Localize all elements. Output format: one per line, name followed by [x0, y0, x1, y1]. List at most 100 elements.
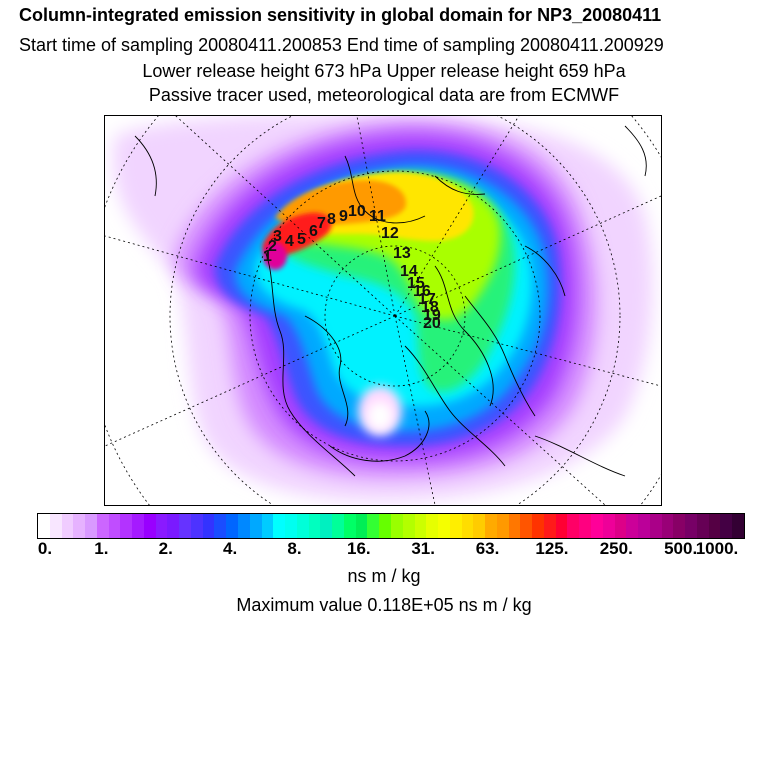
point-label: 1 — [263, 248, 272, 265]
colorbar-segment — [190, 514, 203, 538]
colorbar-segment — [332, 514, 344, 538]
colorbar-segment — [414, 514, 427, 538]
colorbar — [37, 513, 745, 539]
colorbar-segment — [567, 514, 580, 538]
colorbar-segment — [238, 514, 250, 538]
colorbar-tick-label: 31. — [411, 539, 435, 558]
graticule — [105, 116, 661, 505]
point-label: 11 — [369, 208, 386, 225]
colorbar-tick-label: 125. — [535, 539, 569, 558]
colorbar-segment — [449, 514, 462, 538]
colorbar-tick-label: 1. — [94, 539, 109, 558]
colorbar-segment — [120, 514, 133, 538]
colorbar-tick-label: 0. — [37, 539, 53, 558]
colorbar-segment — [285, 514, 297, 538]
sensitivity-map: 1 2 3 4 5 6 7 8 9 10 11 12 13 14 15 16 1… — [104, 115, 662, 506]
point-label: 20 — [423, 315, 441, 332]
colorbar-segment — [673, 514, 686, 538]
colorbar-segment — [226, 514, 239, 538]
colorbar-segment — [296, 514, 309, 538]
colorbar-tick-label: 2. — [158, 539, 173, 558]
sampling-points: 1 2 3 4 5 6 7 8 9 10 11 12 13 14 15 16 1… — [263, 203, 441, 332]
point-label: 16 — [413, 283, 431, 300]
colorbar-segment — [661, 514, 674, 538]
colorbar-tick-label: 4. — [222, 539, 238, 558]
colorbar-segment — [155, 514, 168, 538]
colorbar-segment — [438, 514, 450, 538]
colorbar-segment — [214, 514, 227, 538]
colorbar-segment — [485, 514, 497, 538]
colorbar-segment — [132, 514, 144, 538]
colorbar-segment — [261, 514, 274, 538]
point-label: 5 — [297, 231, 306, 248]
colorbar-segment — [249, 514, 262, 538]
colorbar-segment — [473, 514, 486, 538]
point-label: 18 — [421, 299, 439, 316]
colorbar-tick-label: 63. — [475, 539, 500, 558]
colorbar-segment — [461, 514, 474, 538]
colorbar-tick-label: 250. — [599, 539, 633, 558]
colorbar-segment — [720, 514, 733, 538]
point-label: 13 — [393, 245, 411, 262]
colorbar-segment — [273, 514, 286, 538]
point-label: 7 — [317, 215, 326, 232]
colorbar-segment — [638, 514, 650, 538]
colorbar-segment — [143, 514, 156, 538]
colorbar-segment — [732, 514, 744, 538]
point-label: 14 — [400, 263, 418, 280]
colorbar-tick-label: 8. — [287, 539, 302, 558]
colorbar-tick-label: 1000. — [695, 539, 739, 558]
point-label: 9 — [339, 208, 348, 225]
colorbar-segment — [579, 514, 591, 538]
colorbar-segment — [38, 514, 50, 538]
colorbar-segment — [696, 514, 709, 538]
colorbar-segment — [179, 514, 191, 538]
colorbar-segment — [590, 514, 603, 538]
colorbar-segment — [614, 514, 627, 538]
colorbar-segment — [85, 514, 97, 538]
colorbar-segment — [49, 514, 62, 538]
colorbar-segment — [367, 514, 380, 538]
point-label: 6 — [309, 223, 318, 240]
colorbar-segment — [543, 514, 556, 538]
point-label: 4 — [285, 233, 294, 250]
colorbar-segment — [426, 514, 439, 538]
point-label: 10 — [348, 203, 366, 220]
coastlines — [134, 125, 647, 477]
colorbar-segment — [555, 514, 568, 538]
point-label: 12 — [381, 225, 399, 242]
colorbar-segment — [379, 514, 391, 538]
release-heights: Lower release height 673 hPa Upper relea… — [142, 61, 626, 81]
sampling-times: Start time of sampling 20080411.200853 E… — [19, 35, 664, 55]
colorbar-tick-label: 16. — [346, 539, 371, 558]
colorbar-segment — [685, 514, 697, 538]
colorbar-segment — [626, 514, 639, 538]
colorbar-segment — [390, 514, 403, 538]
colorbar-tick-label: 500. — [664, 539, 698, 558]
point-label: 2 — [268, 238, 277, 255]
point-label: 19 — [423, 307, 441, 324]
colorbar-segment — [402, 514, 415, 538]
colorbar-segment — [73, 514, 86, 538]
colorbar-segment — [167, 514, 180, 538]
colorbar-segment — [202, 514, 215, 538]
colorbar-segment — [649, 514, 662, 538]
colorbar-segment — [496, 514, 509, 538]
point-label: 3 — [273, 228, 282, 245]
colorbar-segment — [61, 514, 74, 538]
point-label: 15 — [407, 275, 425, 292]
colorbar-segment — [343, 514, 356, 538]
point-label: 17 — [418, 291, 436, 308]
colorbar-units: ns m / kg — [347, 566, 421, 586]
maximum-value: Maximum value 0.118E+05 ns m / kg — [236, 595, 532, 615]
colorbar-segment — [320, 514, 333, 538]
colorbar-segment — [602, 514, 615, 538]
colorbar-segment — [532, 514, 544, 538]
colorbar-segment — [520, 514, 533, 538]
colorbar-segment — [708, 514, 721, 538]
colorbar-segment — [108, 514, 121, 538]
colorbar-segment — [308, 514, 321, 538]
sensitivity-field — [113, 116, 653, 501]
plot-title: Column-integrated emission sensitivity i… — [19, 5, 662, 25]
point-label: 8 — [327, 211, 336, 228]
